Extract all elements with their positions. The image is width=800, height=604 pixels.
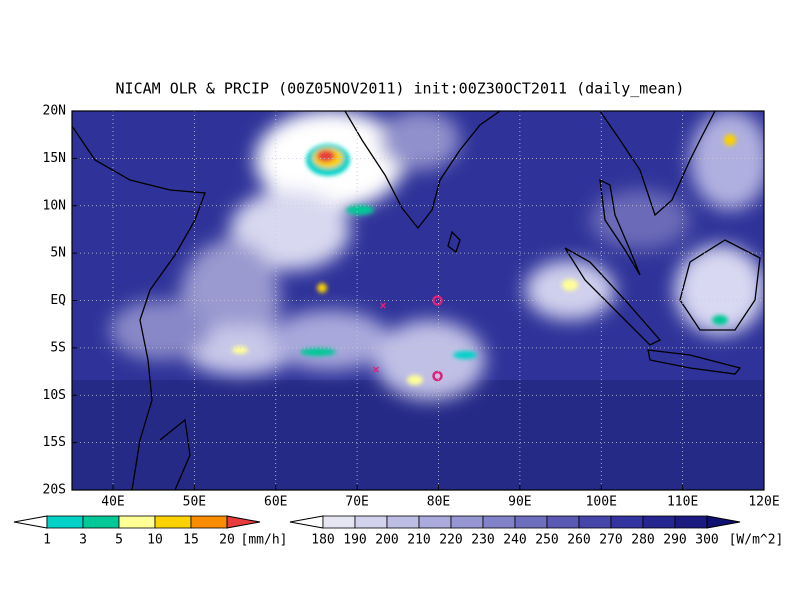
colorbar-label: 200 [375,533,398,548]
colorbar-label: 210 [407,533,430,548]
colorbar-box [482,515,516,529]
colorbar-box [190,515,228,529]
lat-label: EQ [50,293,66,308]
lon-label: 100E [586,495,617,510]
markers: × × [372,295,443,382]
colorbar-box [546,515,580,529]
svg-text:×: × [379,299,386,313]
colorbar-label: 280 [631,533,654,548]
lat-label: 15S [43,435,66,450]
colorbar-box [322,515,356,529]
colorbar-label: 1 [43,533,51,548]
colorbar-end [226,515,261,529]
colorbar-end [706,515,741,529]
colorbar-end [13,515,48,529]
colorbar-unit: [mm/h] [241,533,288,548]
colorbar-box [82,515,120,529]
lat-label: 10S [43,388,66,403]
colorbar-box [610,515,644,529]
colorbar-label: 5 [115,533,123,548]
lon-label: 110E [667,495,698,510]
colorbar-box [578,515,612,529]
lon-label: 70E [345,495,368,510]
lon-label: 120E [748,495,779,510]
colorbar-label: 220 [439,533,462,548]
lat-label: 5N [50,246,66,261]
colorbar-label: 180 [311,533,334,548]
colorbar-unit: [W/m^2] [729,533,784,548]
colorbar-label: 290 [663,533,686,548]
colorbar-label: 230 [471,533,494,548]
colorbar-label: 270 [599,533,622,548]
title: NICAM OLR & PRCIP (00Z05NOV2011) init:00… [116,80,685,98]
lon-label: 80E [427,495,450,510]
lon-label: 40E [101,495,124,510]
colorbar-box [418,515,452,529]
lat-label: 15N [43,151,66,166]
colorbar-label: 300 [695,533,718,548]
colorbar-box [450,515,484,529]
colorbar-label: 260 [567,533,590,548]
lat-label: 20S [43,483,66,498]
colorbar-label: 190 [343,533,366,548]
colorbar-box [154,515,192,529]
colorbar-box [514,515,548,529]
colorbar-box [674,515,708,529]
lon-label: 90E [508,495,531,510]
svg-text:×: × [372,363,379,377]
colorbar-box [46,515,84,529]
colorbar-end [289,515,324,529]
colorbar-box [354,515,388,529]
colorbar-label: 3 [79,533,87,548]
colorbar-label: 20 [219,533,235,548]
colorbar-box [642,515,676,529]
colorbar-box [118,515,156,529]
colorbar-label: 10 [147,533,163,548]
colorbar-label: 240 [503,533,526,548]
lat-label: 10N [43,198,66,213]
colorbar-label: 250 [535,533,558,548]
lat-label: 5S [50,340,66,355]
lon-label: 50E [183,495,206,510]
colorbar-label: 15 [183,533,199,548]
lon-label: 60E [264,495,287,510]
map-field: × × [72,111,764,490]
colorbar-box [386,515,420,529]
lat-label: 20N [43,104,66,119]
